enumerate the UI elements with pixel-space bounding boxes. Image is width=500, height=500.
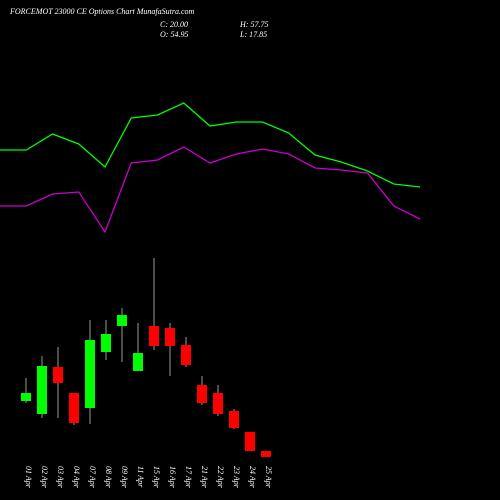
x-tick-label: 24 Apr	[248, 466, 257, 489]
x-tick-label: 22 Apr	[216, 466, 225, 489]
x-tick-label: 15 Apr	[152, 466, 161, 489]
x-tick-label: 09 Apr	[120, 466, 129, 489]
line-series	[0, 102, 421, 188]
candle-body	[69, 393, 79, 423]
chart-title: FORCEMOT 23000 CE Options Chart MunafaSu…	[9, 7, 195, 16]
candle-body	[197, 385, 207, 403]
x-tick-label: 11 Apr	[136, 466, 145, 488]
x-tick-label: 07 Apr	[88, 466, 97, 489]
candle-body	[181, 345, 191, 365]
candle-body	[53, 367, 63, 383]
candle-body	[261, 451, 271, 457]
candle-body	[149, 326, 159, 346]
stat-open: O: 54.95	[160, 30, 188, 39]
x-tick-label: 21 Apr	[200, 466, 209, 489]
x-tick-label: 17 Apr	[184, 466, 193, 489]
line-series	[0, 146, 421, 234]
candle-body	[245, 432, 255, 451]
x-tick-label: 25 Apr	[264, 466, 273, 489]
x-tick-label: 23 Apr	[232, 466, 241, 489]
candle-body	[165, 328, 175, 346]
candle-body	[85, 340, 95, 408]
candle-body	[133, 353, 143, 371]
stat-close: C: 20.00	[160, 20, 188, 29]
stat-low: L: 17.85	[239, 30, 267, 39]
candle-body	[117, 315, 127, 326]
candle-body	[101, 334, 111, 352]
candle-body	[37, 366, 47, 414]
x-tick-label: 02 Apr	[40, 466, 49, 489]
candle-body	[229, 411, 239, 428]
candle-body	[21, 393, 31, 401]
x-tick-label: 08 Apr	[104, 466, 113, 489]
candle-body	[213, 393, 223, 414]
x-tick-label: 16 Apr	[168, 466, 177, 489]
stat-high: H: 57.75	[239, 20, 268, 29]
x-tick-label: 01 Apr	[24, 466, 33, 489]
x-tick-label: 03 Apr	[56, 466, 65, 489]
x-tick-label: 04 Apr	[72, 466, 81, 489]
